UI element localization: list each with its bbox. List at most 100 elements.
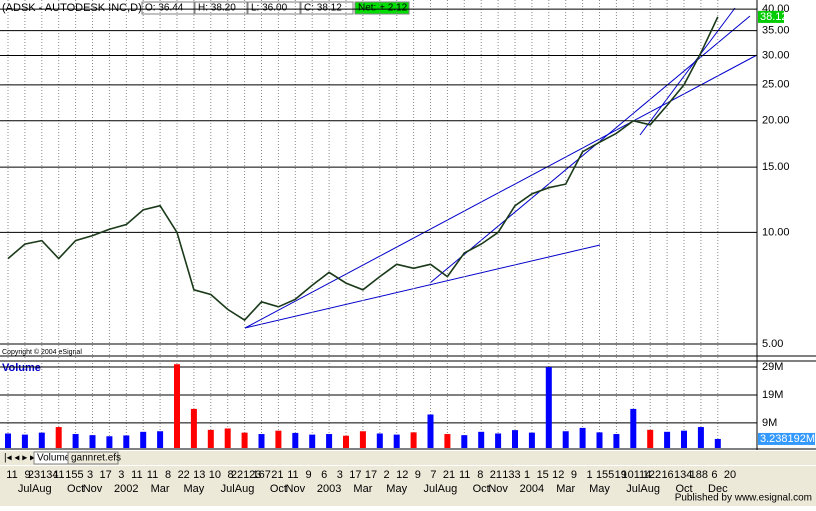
x-day-label: 11 <box>459 469 470 481</box>
x-tick-label: Oct <box>270 483 287 495</box>
x-day-label: 155 <box>65 469 83 481</box>
volume-bar <box>292 432 299 448</box>
x-day-label: 6 <box>711 469 717 481</box>
volume-bar <box>410 432 417 448</box>
x-day-label: 12 <box>396 469 408 481</box>
y-tick-label: 30.00 <box>762 49 790 61</box>
x-tick-label: Jul <box>626 483 640 495</box>
x-day-label: 9 <box>571 469 577 481</box>
high-value: H: 38.20 <box>198 3 236 14</box>
y-tick-label: 20.00 <box>762 115 790 127</box>
x-tick-label: 2003 <box>317 483 341 495</box>
low-value: L: 36.00 <box>251 3 288 14</box>
x-day-label: 22 <box>178 469 190 481</box>
trend-line <box>244 244 601 329</box>
x-day-label: 21 <box>490 469 502 481</box>
x-tick-label: Aug <box>32 483 52 495</box>
x-tick-label: Mar <box>556 483 575 495</box>
axis-background <box>0 466 816 506</box>
x-day-label: 15 <box>537 469 549 481</box>
footer: Published by www.esignal.com <box>675 493 812 504</box>
x-day-label: 1 <box>524 469 530 481</box>
x-tick-label: Mar <box>151 483 170 495</box>
volume-bar <box>207 429 214 448</box>
last-price-box <box>758 10 784 23</box>
volume-bar <box>157 431 164 448</box>
volume-bar <box>461 435 468 448</box>
x-tick-label: Nov <box>83 483 103 495</box>
x-day-label: 11 <box>287 469 298 481</box>
x-day-label: 20 <box>724 469 736 481</box>
x-day-label: 1 <box>586 469 592 481</box>
x-day-label: 11 <box>6 469 17 481</box>
x-tick-label: Nov <box>286 483 306 495</box>
y-tick-label: 15.00 <box>762 161 790 173</box>
volume-bar <box>241 432 248 448</box>
price-line <box>7 16 719 322</box>
close-value: C: 38.12 <box>304 3 342 14</box>
x-day-label: 134 <box>674 469 692 481</box>
y-tick-label: 29M <box>762 361 783 373</box>
x-tick-label: Dec <box>708 483 728 495</box>
x-day-label: 16 <box>661 469 673 481</box>
x-day-label: 19 <box>615 469 627 481</box>
x-tick-label: 2002 <box>114 483 138 495</box>
y-tick-label: 19M <box>762 389 783 401</box>
x-day-label: 7 <box>430 469 436 481</box>
volume-title: Volume <box>2 362 41 374</box>
volume-bar <box>495 433 502 448</box>
x-day-label: 3 <box>87 469 93 481</box>
volume-bar <box>444 434 451 448</box>
tab[interactable] <box>67 451 119 465</box>
x-tick-label: May <box>386 483 407 495</box>
x-day-label: 11 <box>131 469 142 481</box>
volume-bar <box>613 434 620 448</box>
x-day-label: 3 <box>118 469 124 481</box>
scroll-arrows[interactable]: |◂ ◂ ▸ ▸| <box>4 453 38 464</box>
x-day-label: 8 <box>227 469 233 481</box>
volume-bar <box>562 431 569 448</box>
volume-bar <box>596 432 603 448</box>
close-box <box>300 1 354 15</box>
volume-bar <box>647 429 654 448</box>
volume-bar <box>376 433 383 448</box>
volume-bar <box>309 434 316 448</box>
volume-bar <box>528 432 535 448</box>
x-day-label: 122 <box>643 469 661 481</box>
x-day-label: 17 <box>100 469 112 481</box>
volume-bar <box>545 367 552 448</box>
x-tick-label: Oct <box>675 483 692 495</box>
y-tick-label: 10.00 <box>762 226 790 238</box>
symbol-title: (ADSK - AUTODESK INC,D) [ <box>2 2 148 14</box>
volume-bar <box>55 427 62 448</box>
x-day-label: 9 <box>25 469 31 481</box>
x-day-label: 3 <box>337 469 343 481</box>
x-day-label: 2 <box>384 469 390 481</box>
x-tick-label: Jul <box>221 483 235 495</box>
volume-bar <box>664 431 671 448</box>
open-box <box>141 1 195 15</box>
x-day-label: 9 <box>306 469 312 481</box>
x-day-label: 21 <box>271 469 283 481</box>
x-tick-label: May <box>184 483 205 495</box>
high-box <box>194 1 248 15</box>
x-day-label: 9 <box>415 469 421 481</box>
volume-bar <box>275 430 282 448</box>
volume-bar <box>714 438 721 448</box>
volume-bar <box>38 432 45 448</box>
x-tick-label: May <box>589 483 610 495</box>
x-day-label: 13 <box>193 469 205 481</box>
volume-bar <box>697 427 704 448</box>
tab-label[interactable]: gannret.efs <box>71 453 121 464</box>
x-day-label: 10114 <box>621 469 651 481</box>
x-tick-label: Nov <box>488 483 508 495</box>
x-tick-label: Jul <box>18 483 32 495</box>
last-volume-box <box>758 432 815 445</box>
low-box <box>247 1 301 15</box>
volume-bar <box>106 436 113 448</box>
x-tick-label: 2004 <box>520 483 544 495</box>
volume-bar <box>579 427 586 448</box>
tab-label[interactable]: Volume <box>37 453 71 464</box>
